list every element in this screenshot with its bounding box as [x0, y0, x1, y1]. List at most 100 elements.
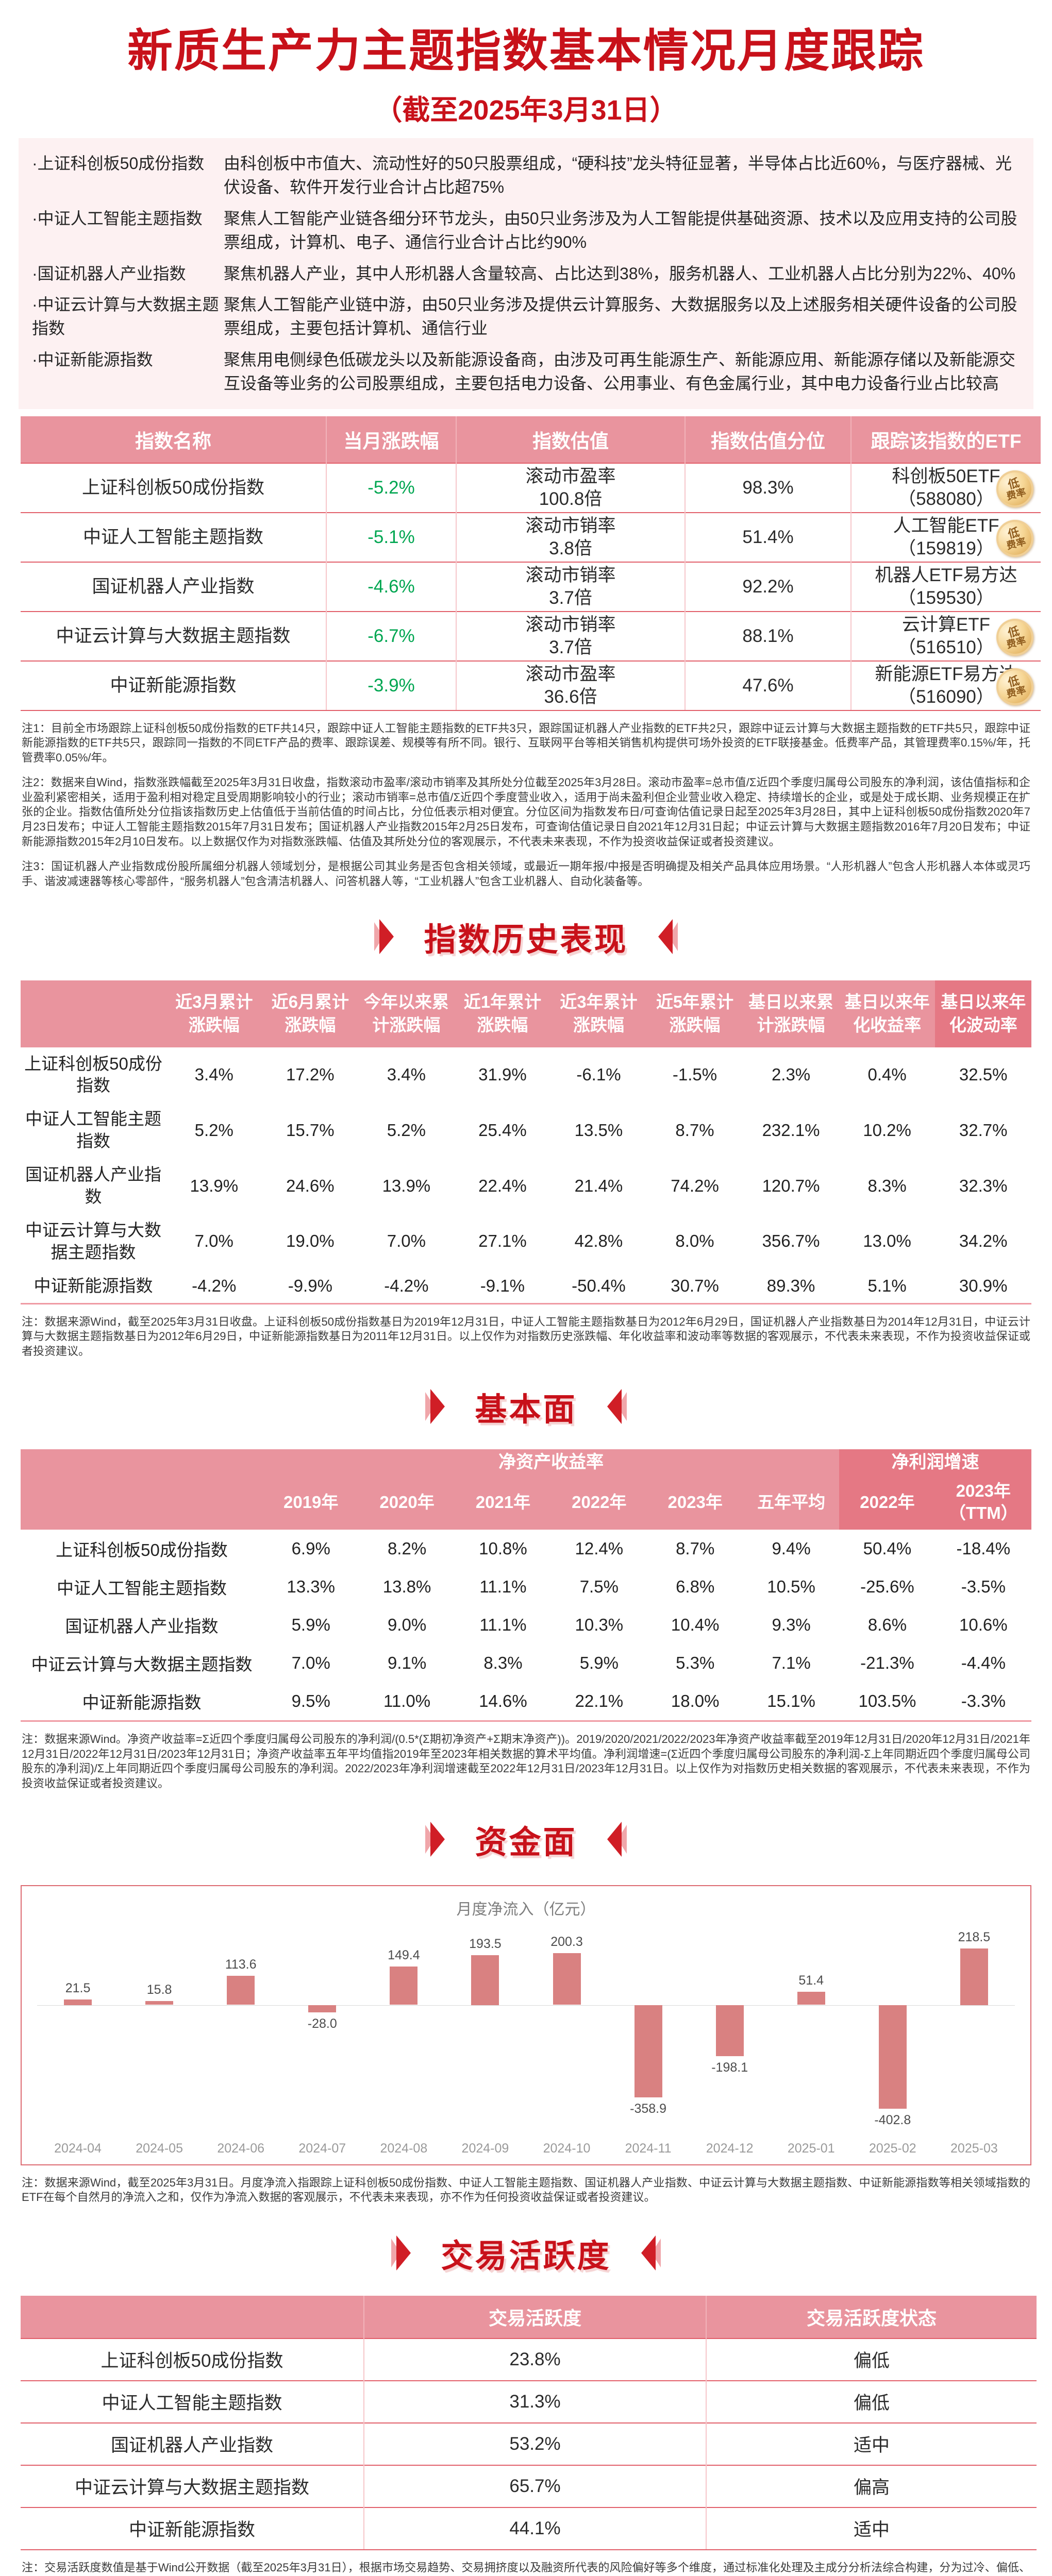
bullet-label: ·中证新能源指数	[32, 348, 224, 396]
x-axis-label: 2024-09	[461, 2141, 509, 2156]
x-axis-label: 2025-01	[787, 2141, 835, 2156]
monthly-change-cell: -5.1%	[326, 512, 456, 562]
valuation-value: 100.8倍	[539, 488, 603, 509]
bullet-marker: ·	[32, 295, 38, 314]
value-cell: 12.4%	[575, 1539, 624, 1558]
bar	[715, 2005, 744, 2056]
arrow-right-icon	[374, 919, 394, 955]
index-name-cell: 国证机器人产业指数	[65, 1617, 219, 1636]
value-cell: 0.4%	[867, 1064, 907, 1084]
bullet-marker: ·	[32, 264, 38, 283]
index-name-cell: 中证云计算与大数据主题指数	[25, 1220, 161, 1262]
value-cell: 32.7%	[959, 1120, 1008, 1140]
value-cell: 13.5%	[574, 1120, 623, 1140]
index-name-cell: 国证机器人产业指数	[25, 1165, 161, 1206]
valuation-metric: 滚动市盈率	[525, 466, 616, 486]
value-cell: -4.2%	[384, 1276, 429, 1295]
chart-title: 月度净流入（亿元）	[456, 1901, 596, 1918]
table-row: 中证云计算与大数据主题指数 -6.7% 滚动市销率 3.7倍 88.1% 云计算ETF （5…	[21, 611, 1041, 661]
section-activity-title: 交易活跃度	[441, 2238, 611, 2274]
x-axis-label: 2024-06	[217, 2141, 265, 2156]
value-cell: 13.3%	[287, 1577, 335, 1597]
value-cell: 103.5%	[858, 1691, 916, 1711]
value-cell: 356.7%	[762, 1231, 820, 1251]
bullet-label: ·中证云计算与大数据主题指数	[32, 293, 224, 341]
bullet-marker: ·	[32, 154, 38, 173]
value-cell: 13.8%	[382, 1577, 431, 1597]
arrow-right-icon	[425, 1389, 445, 1425]
netflow-chart: 月度净流入（亿元） 21.5 2024-04 15.8 2024-05 113.6 202…	[21, 1885, 1031, 2165]
chart-bar-slot: 51.4 2025-01	[771, 1925, 852, 2157]
fundamental-note: 注：数据来源Wind。净资产收益率=Σ近四个季度归属母公司股东的净利润/(0.5…	[22, 1733, 1030, 1790]
value-cell: 10.8%	[479, 1539, 527, 1558]
activity-note: 注：交易活跃度数值是基于Wind公开数据（截至2025年3月31日），根据市场交…	[22, 2561, 1030, 2576]
corner-header	[21, 980, 166, 1047]
column-header: 基日以来年化波动率	[935, 980, 1031, 1047]
zero-axis-line	[37, 2005, 1015, 2006]
arrow-left-icon	[607, 1821, 627, 1857]
value-cell: 22.1%	[575, 1691, 624, 1711]
list-item: ·中证人工智能主题指数 聚焦人工智能产业链各细分环节龙头，由50只业务涉及为人工智…	[32, 207, 1020, 255]
section-fundamental: 基本面	[0, 1383, 1052, 1430]
table-row: 上证科创板50成份指数 6.9% 8.2% 10.8% 12.4% 8.7% 9.4% 50.…	[21, 1530, 1031, 1568]
section-history: 指数历史表现	[0, 913, 1052, 960]
valuation-value: 36.6倍	[544, 686, 597, 707]
value-cell: 8.7%	[675, 1120, 714, 1140]
value-cell: 22.4%	[478, 1176, 527, 1195]
valuation-value: 3.7倍	[549, 587, 592, 608]
value-cell: -50.4%	[572, 1276, 626, 1295]
etf-cell: 科创板50ETF （588080）低费率	[850, 462, 1041, 513]
footnote: 注1：目前全市场跟踪上证科创板50成份指数的ETF共14只，跟踪中证人工智能主题…	[22, 721, 1030, 764]
index-name-cell: 中证云计算与大数据主题指数	[21, 611, 326, 661]
value-cell: 10.5%	[767, 1577, 815, 1597]
value-cell: 42.8%	[574, 1231, 623, 1251]
index-name-cell: 中证人工智能主题指数	[57, 1579, 227, 1598]
valuation-value: 3.7倍	[549, 637, 592, 657]
chart-plot-area: 21.5 2024-04 15.8 2024-05 113.6 2024-06 -28.0 2…	[37, 1925, 1015, 2157]
value-cell: 25.4%	[478, 1120, 527, 1140]
value-cell: 10.4%	[671, 1615, 720, 1635]
bar	[145, 2001, 174, 2005]
group-header-row: 净资产收益率 净利润增速	[21, 1449, 1031, 1530]
value-cell: 6.9%	[291, 1539, 330, 1558]
value-cell: 9.0%	[387, 1615, 427, 1635]
value-cell: 32.3%	[959, 1176, 1008, 1195]
footnote: 注2：数据来自Wind，指数涨跌幅截至2025年3月31日收盘，指数滚动市盈率/…	[22, 776, 1030, 848]
column-header: 2021年	[455, 1475, 552, 1530]
table-row: 上证科创板50成份指数 -5.2% 滚动市盈率 100.8倍 98.3% 科创板50ETF…	[21, 462, 1041, 513]
valuation-cell: 滚动市盈率 100.8倍	[456, 462, 685, 513]
etf-name: 新能源ETF易方达	[875, 664, 1017, 684]
bullet-marker: ·	[32, 350, 38, 369]
value-cell: 50.4%	[863, 1539, 912, 1558]
column-header: 基日以来年化收益率	[839, 980, 936, 1047]
table-row: 中证人工智能主题指数 -5.1% 滚动市销率 3.8倍 51.4% 人工智能ETF （159…	[21, 512, 1041, 562]
value-cell: 120.7%	[762, 1176, 820, 1195]
monthly-change-value: -6.7%	[368, 625, 415, 646]
index-name-cell: 中证新能源指数	[82, 1693, 202, 1713]
section-capital: 资金面	[0, 1816, 1052, 1862]
table-row: 国证机器人产业指数 5.9% 9.0% 11.1% 10.3% 10.4% 9.3% 8.6%…	[21, 1606, 1031, 1644]
value-cell: 34.2%	[959, 1231, 1008, 1251]
value-cell: 8.7%	[676, 1539, 715, 1558]
etf-code: （588080）	[898, 488, 994, 509]
group-header: 净资产收益率	[263, 1449, 840, 1476]
percentile-cell: 51.4%	[684, 512, 851, 562]
corner-header	[21, 1449, 263, 1530]
column-header: 基日以来累计涨跌幅	[743, 980, 839, 1047]
value-cell: 10.6%	[959, 1615, 1008, 1635]
index-name: 中证云计算与大数据主题指数	[32, 295, 219, 338]
history-table: 近3月累计涨跌幅 近6月累计涨跌幅 今年以来累计涨跌幅 近1年累计涨跌幅 近3年累计涨跌…	[21, 980, 1031, 1304]
list-item: ·中证云计算与大数据主题指数 聚焦人工智能产业链中游，由50只业务涉及提供云计算服…	[32, 293, 1020, 341]
list-item: ·国证机器人产业指数 聚焦机器人产业，其中人形机器人含量较高、占比达到38%，服务…	[32, 262, 1020, 285]
value-cell: 11.1%	[479, 1577, 527, 1597]
bar-value-label: -28.0	[307, 2016, 337, 2031]
etf-cell: 人工智能ETF （159819）低费率	[850, 512, 1041, 562]
value-cell: 8.3%	[867, 1176, 907, 1195]
value-cell: 11.1%	[479, 1615, 527, 1635]
chart-bar-slot: -358.9 2024-11	[608, 1925, 689, 2157]
bar	[390, 1966, 418, 2005]
page-title: 新质生产力主题指数基本情况月度跟踪	[127, 25, 925, 76]
table-row: 中证云计算与大数据主题指数 65.7% 偏高	[21, 2464, 1037, 2507]
activity-status-cell: 偏低	[706, 2337, 1037, 2381]
